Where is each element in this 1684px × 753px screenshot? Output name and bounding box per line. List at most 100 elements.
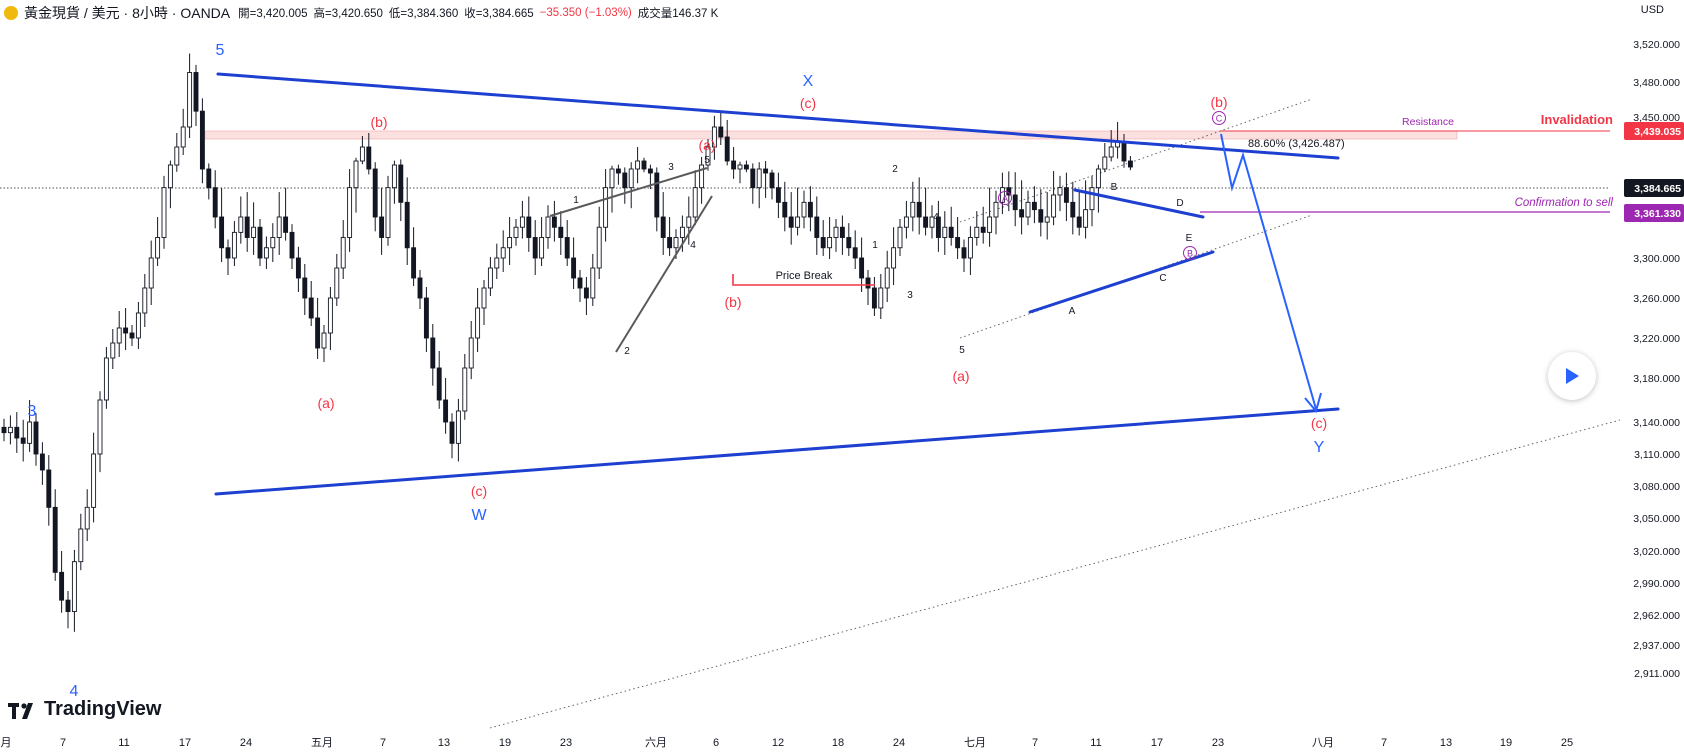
candle-body bbox=[1012, 194, 1018, 211]
candle-body bbox=[564, 237, 570, 259]
candle-body bbox=[327, 297, 333, 334]
wave-label-sw3: 3 bbox=[668, 162, 674, 173]
x-tick-label: 23 bbox=[1212, 737, 1224, 749]
candle-body bbox=[763, 168, 769, 174]
resistance-zone bbox=[204, 130, 1458, 140]
wave-label-Y: Y bbox=[1314, 439, 1325, 456]
candle-body bbox=[654, 172, 660, 218]
candle-body bbox=[7, 426, 13, 434]
wave-label-sw5: 5 bbox=[704, 155, 710, 166]
x-tick-label: 7 bbox=[60, 737, 66, 749]
candle-body bbox=[462, 367, 468, 412]
candle-body bbox=[769, 172, 775, 189]
x-tick-label: 17 bbox=[1151, 737, 1163, 749]
candle-body bbox=[494, 257, 500, 269]
candle-body bbox=[135, 312, 141, 339]
wave-label-c2: (c) bbox=[800, 95, 816, 111]
candle-body bbox=[974, 226, 980, 238]
candle-body bbox=[980, 226, 986, 233]
candle-body bbox=[97, 399, 103, 455]
resistance-label: Resistance bbox=[1402, 116, 1454, 128]
replay-play-button[interactable] bbox=[1548, 352, 1596, 400]
candle-body bbox=[647, 168, 653, 174]
candle-body bbox=[891, 247, 897, 269]
candle-body bbox=[59, 571, 65, 601]
candle-body bbox=[679, 226, 685, 238]
candle-body bbox=[436, 367, 442, 401]
currency-label[interactable]: USD bbox=[1640, 4, 1664, 16]
candle-body bbox=[379, 216, 385, 238]
channel-far bbox=[489, 419, 1621, 729]
candle-body bbox=[782, 201, 788, 218]
confirmation-price-tag: 3,361.330 bbox=[1634, 208, 1681, 220]
y-tick-label: 3,220.000 bbox=[1633, 333, 1680, 345]
symbol-title[interactable]: 黃金現貨 / 美元 · 8小時 · OANDA bbox=[24, 5, 231, 21]
candle-body bbox=[788, 216, 794, 228]
candle-body bbox=[39, 453, 45, 471]
wave-label-X: X bbox=[803, 73, 814, 90]
candle-body bbox=[308, 297, 314, 319]
candle-body bbox=[878, 287, 884, 309]
channel-upper bbox=[959, 98, 1313, 223]
candle-body bbox=[449, 421, 455, 444]
candle-body bbox=[699, 164, 705, 189]
candle-body bbox=[743, 164, 749, 170]
x-tick-label: 七月 bbox=[964, 736, 986, 749]
wave-label-a3: (a) bbox=[952, 368, 969, 384]
candle-body bbox=[737, 164, 743, 170]
candle-body bbox=[110, 342, 116, 359]
small-triangle-upper bbox=[1073, 188, 1205, 219]
tradingview-logo-text: TradingView bbox=[44, 698, 162, 720]
candle-body bbox=[487, 267, 493, 289]
candle-body bbox=[833, 226, 839, 238]
candle-body bbox=[942, 226, 948, 238]
wave-label-price-break: Price Break bbox=[776, 270, 833, 282]
candle-body bbox=[1, 426, 7, 434]
candle-body bbox=[884, 267, 890, 289]
candle-body bbox=[545, 216, 551, 238]
price-break-line bbox=[732, 274, 875, 286]
candle-body bbox=[1031, 201, 1037, 211]
candle-body bbox=[711, 126, 717, 148]
circled-label-ring bbox=[998, 191, 1012, 205]
candle-body bbox=[532, 237, 538, 259]
candle-body bbox=[321, 332, 327, 349]
candle-body bbox=[20, 437, 26, 444]
y-tick-label: 2,962.000 bbox=[1633, 610, 1680, 622]
candle-body bbox=[315, 317, 321, 349]
candle-body bbox=[571, 257, 577, 279]
candle-body bbox=[846, 237, 852, 249]
y-tick-label: 3,140.000 bbox=[1633, 417, 1680, 429]
wave-label-c3: (c) bbox=[1311, 415, 1327, 431]
x-tick-label: 13 bbox=[438, 737, 450, 749]
candle-body bbox=[295, 257, 301, 279]
y-tick-label: 3,450.000 bbox=[1633, 112, 1680, 124]
candle-body bbox=[839, 226, 845, 238]
x-tick-label: 25 bbox=[1561, 737, 1573, 749]
candle-body bbox=[615, 168, 621, 174]
gold-coin-icon bbox=[4, 6, 18, 20]
candle-body bbox=[398, 164, 404, 203]
candle-body bbox=[423, 297, 429, 339]
candle-body bbox=[161, 187, 167, 238]
candle-body bbox=[775, 187, 781, 203]
candle-body bbox=[583, 287, 589, 299]
candle-body bbox=[481, 287, 487, 309]
y-tick-label: 2,911.000 bbox=[1634, 668, 1680, 680]
circled-label-circC: C bbox=[1216, 114, 1223, 124]
candle-body bbox=[251, 226, 257, 238]
candle-body bbox=[391, 164, 397, 189]
candle-body bbox=[929, 216, 935, 228]
wave-label-sw4: 4 bbox=[690, 240, 696, 251]
y-tick-label: 3,110.000 bbox=[1634, 449, 1680, 461]
wave-label-sw2: 2 bbox=[624, 346, 630, 357]
candle-body bbox=[417, 277, 423, 299]
x-tick-label: 八月 bbox=[1312, 737, 1334, 749]
wave-label-tA: A bbox=[1069, 306, 1076, 317]
wave-label-fib: 88.60% (3,426.487) bbox=[1248, 138, 1345, 150]
circled-label-ring bbox=[1183, 246, 1197, 260]
triangle-lower-trendline bbox=[214, 407, 1340, 496]
candle-body bbox=[174, 146, 180, 166]
candle-body bbox=[359, 146, 365, 162]
